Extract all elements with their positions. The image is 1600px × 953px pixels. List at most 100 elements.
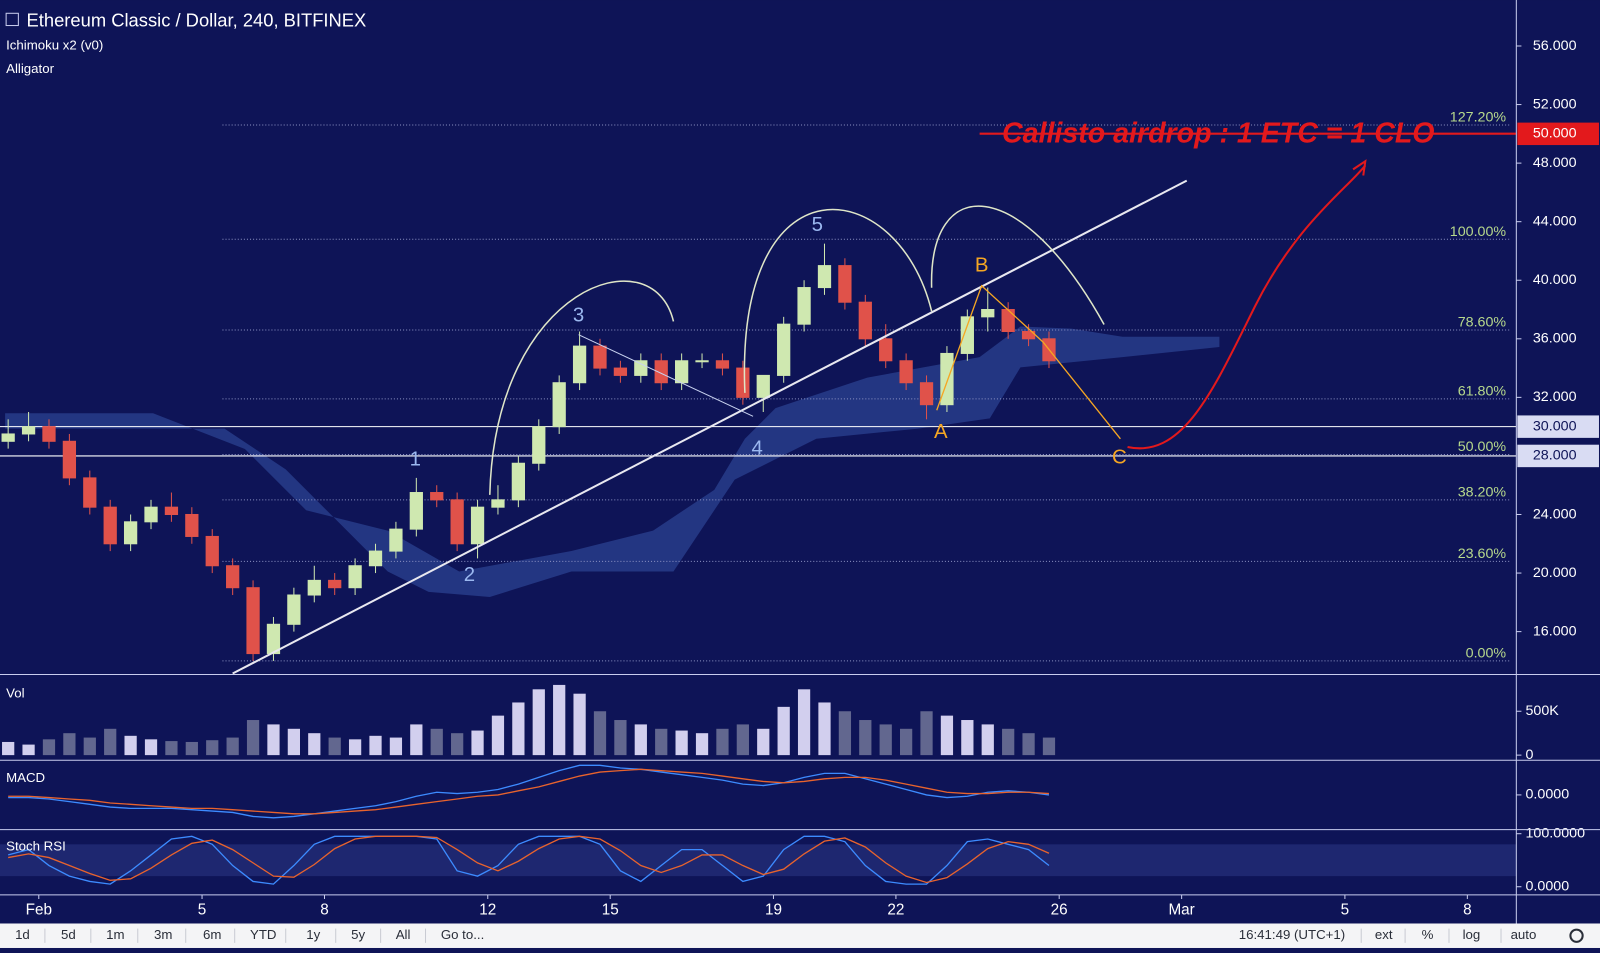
- wave-label: B: [975, 255, 989, 277]
- volume-bar: [308, 733, 321, 756]
- volume-bar: [838, 711, 852, 756]
- clock: 16:41:49 (UTC+1): [1239, 927, 1345, 942]
- volume-bar: [818, 702, 831, 756]
- candle-body: [552, 382, 566, 428]
- candle-body: [593, 345, 607, 369]
- volume-bar: [451, 733, 464, 756]
- x-tick-label: 8: [320, 901, 329, 918]
- price-box-label: 50.000: [1533, 126, 1577, 142]
- range-button[interactable]: 3m: [154, 927, 172, 942]
- candle-body: [879, 338, 893, 362]
- wave-label: 2: [464, 564, 475, 586]
- candle-body: [348, 565, 362, 589]
- x-tick-label: 12: [479, 901, 496, 918]
- volume-bar: [246, 720, 260, 756]
- volume-bar: [430, 728, 443, 756]
- range-button[interactable]: 5d: [61, 927, 76, 942]
- wave-label: 5: [812, 214, 823, 236]
- range-button[interactable]: All: [396, 927, 411, 942]
- volume-bar: [2, 741, 15, 756]
- candle-body: [164, 506, 179, 516]
- candle-body: [532, 426, 546, 464]
- candle-body: [838, 265, 852, 303]
- candle-body: [1001, 309, 1015, 332]
- volume-bar: [593, 711, 607, 756]
- wave-label: 4: [751, 437, 762, 459]
- toolbar-items: 1d 5d 1m 3m 6m YTD 1y 5y All Go to... 16:41:49 (UT…: [15, 927, 1584, 943]
- volume-bar: [348, 739, 362, 756]
- fib-label: 61.80%: [1458, 383, 1507, 399]
- candle-body: [919, 382, 934, 406]
- volume-bar: [389, 737, 403, 756]
- range-button[interactable]: 5y: [351, 927, 365, 942]
- annotation: Callisto airdrop : 1 ETC = 1 CLO: [1002, 117, 1434, 149]
- indicator-line: [8, 764, 1050, 819]
- option-button[interactable]: auto: [1511, 927, 1537, 942]
- panel-label: MACD: [6, 770, 45, 785]
- option-button[interactable]: log: [1463, 927, 1481, 942]
- candle-body: [511, 462, 525, 501]
- fib-label: 23.60%: [1458, 546, 1507, 562]
- range-button[interactable]: 1m: [106, 927, 124, 942]
- marks-layer: 1 2 3 4 5 A B C: [1, 214, 1127, 885]
- band: [0, 844, 1517, 877]
- volume-bar: [695, 733, 709, 756]
- volume-bar: [573, 693, 586, 756]
- wave-line: [578, 334, 754, 417]
- price-box: [1517, 415, 1599, 438]
- panel-label: Stoch RSI: [6, 838, 66, 853]
- x-tick-label: 19: [765, 901, 782, 918]
- candle-body: [430, 492, 444, 501]
- volume-bar: [22, 744, 35, 756]
- volume-bar: [206, 740, 219, 756]
- y-tick-label: 16.000: [1533, 623, 1577, 639]
- x-tick-label: 15: [602, 901, 619, 918]
- candle-body: [83, 477, 97, 508]
- option-button[interactable]: ext: [1375, 927, 1393, 942]
- volume-bar: [981, 724, 994, 756]
- range-button[interactable]: 6m: [203, 927, 221, 942]
- fib-label: 78.60%: [1458, 315, 1507, 331]
- wave-label: C: [1112, 447, 1127, 469]
- y-tick-label: 20.000: [1533, 565, 1577, 581]
- x-tick-label: 26: [1051, 901, 1068, 918]
- candle-body: [409, 492, 423, 530]
- indicator-label[interactable]: Ichimoku x2 (v0): [6, 37, 103, 52]
- candle-body: [205, 535, 219, 567]
- range-button[interactable]: YTD: [250, 927, 277, 942]
- candle-body: [797, 287, 811, 325]
- candle-body: [715, 360, 730, 369]
- volume-bar: [410, 724, 423, 756]
- candle-body: [491, 499, 505, 508]
- x-tick-label: Mar: [1168, 901, 1194, 918]
- candle-body: [287, 594, 301, 625]
- candle-body: [654, 360, 668, 384]
- candle-body: [572, 345, 587, 384]
- settings-icon[interactable]: [1569, 928, 1584, 943]
- volume-bar: [900, 728, 913, 756]
- volume-bar: [124, 735, 137, 756]
- wave-label: 3: [573, 305, 584, 327]
- wave-line: [936, 284, 1121, 440]
- indicator-label[interactable]: Alligator: [6, 61, 54, 76]
- goto-button[interactable]: Go to...: [441, 927, 484, 942]
- volume-bar: [532, 689, 545, 756]
- y-tick-label: 56.000: [1533, 38, 1577, 54]
- option-button[interactable]: %: [1422, 927, 1434, 942]
- volume-bar: [512, 702, 525, 756]
- indicator-line: [7, 835, 1050, 885]
- fib-label: 0.00%: [1466, 646, 1507, 662]
- volume-bar: [471, 730, 484, 756]
- range-button[interactable]: 1y: [306, 927, 320, 942]
- collapse-icon[interactable]: [5, 12, 19, 27]
- volume-bar: [675, 730, 688, 756]
- candle-body: [899, 360, 913, 384]
- volume-bar: [42, 739, 56, 756]
- range-button[interactable]: 1d: [15, 927, 30, 942]
- y-tick-label: 52.000: [1533, 96, 1577, 112]
- candle-body: [62, 440, 77, 479]
- price-box: [1517, 444, 1599, 468]
- volume-bar: [185, 741, 198, 756]
- candle-body: [695, 360, 709, 363]
- trend-line: [232, 179, 1188, 675]
